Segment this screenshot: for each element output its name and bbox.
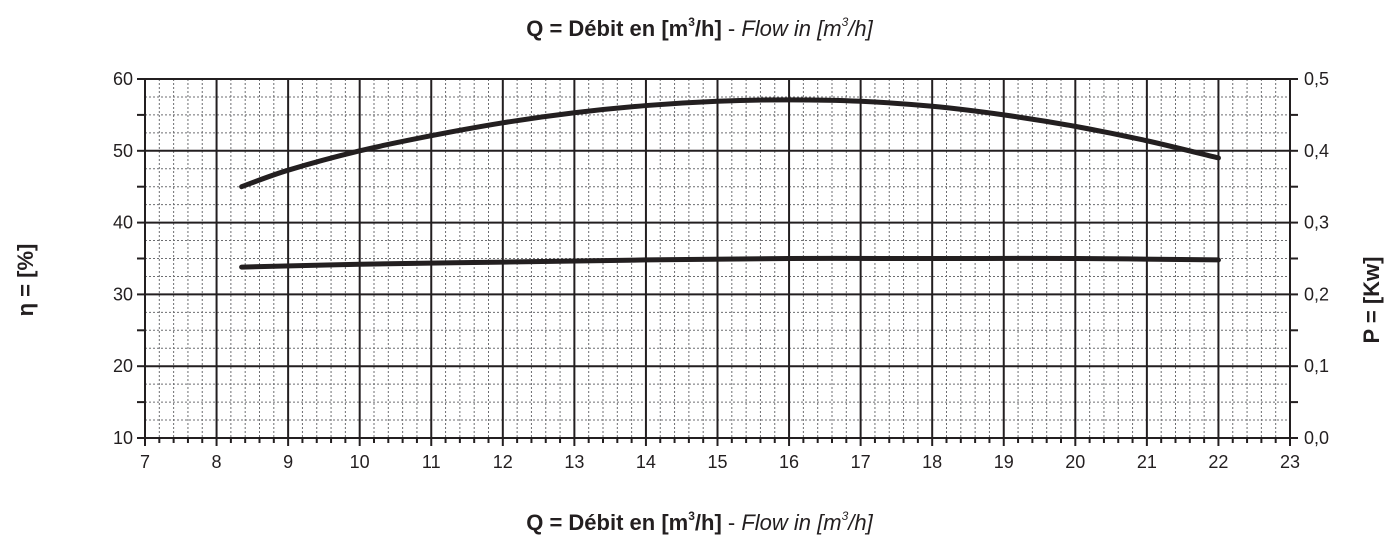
x-tick-label: 20: [1065, 452, 1085, 472]
xlabel-sup: 3: [688, 508, 695, 523]
y-tick-label-left: 60: [113, 69, 133, 89]
x-tick-label: 7: [140, 452, 150, 472]
y-tick-label-right: 0,4: [1304, 141, 1329, 161]
xlabel-separator: -: [721, 510, 742, 535]
x-tick-label: 14: [636, 452, 656, 472]
y-tick-label-right: 0,5: [1304, 69, 1329, 89]
y-axis-label-right: P = [Kw]: [1359, 256, 1384, 344]
x-tick-label: 15: [707, 452, 727, 472]
x-tick-label: 17: [851, 452, 871, 472]
title-flow-sup: 3: [841, 14, 849, 29]
title-flow-close: /h]: [848, 16, 873, 41]
x-tick-label: 9: [283, 452, 293, 472]
power-curve: [239, 255, 1221, 270]
y-tick-label-left: 20: [113, 356, 133, 376]
x-tick-label: 18: [922, 452, 942, 472]
y-tick-label-right: 0,0: [1304, 428, 1329, 448]
y-axis-label-left: η = [%]: [13, 243, 38, 317]
x-tick-label: 19: [994, 452, 1014, 472]
y-tick-label-right: 0,1: [1304, 356, 1329, 376]
curves: [239, 97, 1221, 270]
xlabel-q-text: Q = Débit en [m: [526, 510, 689, 535]
y-tick-label-right: 0,3: [1304, 213, 1329, 233]
y-tick-label-left: 40: [113, 213, 133, 233]
chart-title-top: Q = Débit en [m3/h] - Flow in [m3/h]: [0, 14, 1399, 42]
x-tick-label: 11: [422, 452, 441, 472]
x-tick-label: 21: [1137, 452, 1157, 472]
title-unit-close: /h]: [694, 16, 722, 41]
x-tick-label: 8: [212, 452, 222, 472]
x-tick-label: 10: [350, 452, 370, 472]
efficiency-curve: [239, 97, 1221, 190]
y-tick-label-left: 50: [113, 141, 133, 161]
y-tick-label-left: 10: [113, 428, 133, 448]
x-axis-label: Q = Débit en [m3/h] - Flow in [m3/h]: [0, 508, 1399, 536]
y-tick-label-left: 30: [113, 284, 133, 304]
ticks: [137, 78, 1298, 446]
title-flow-text: Flow in [m: [741, 16, 842, 41]
title-q-text: Q = Débit en [m: [526, 16, 689, 41]
xlabel-flow-sup: 3: [841, 508, 849, 523]
tick-labels: 7 8 9 10 11 12 13 14 15 16 17 18 19 20 21 22 23 10 20 30 40 5…: [113, 69, 1329, 472]
xlabel-flow-close: /h]: [848, 510, 873, 535]
xlabel-unit-close: /h]: [694, 510, 722, 535]
x-tick-label: 16: [779, 452, 799, 472]
xlabel-flow-text: Flow in [m: [741, 510, 842, 535]
x-tick-label: 12: [493, 452, 513, 472]
title-sup: 3: [688, 14, 695, 29]
title-separator: -: [721, 16, 742, 41]
x-tick-label: 22: [1208, 452, 1228, 472]
x-tick-label: 23: [1280, 452, 1300, 472]
x-tick-label: 13: [564, 452, 584, 472]
y-tick-label-right: 0,2: [1304, 284, 1329, 304]
